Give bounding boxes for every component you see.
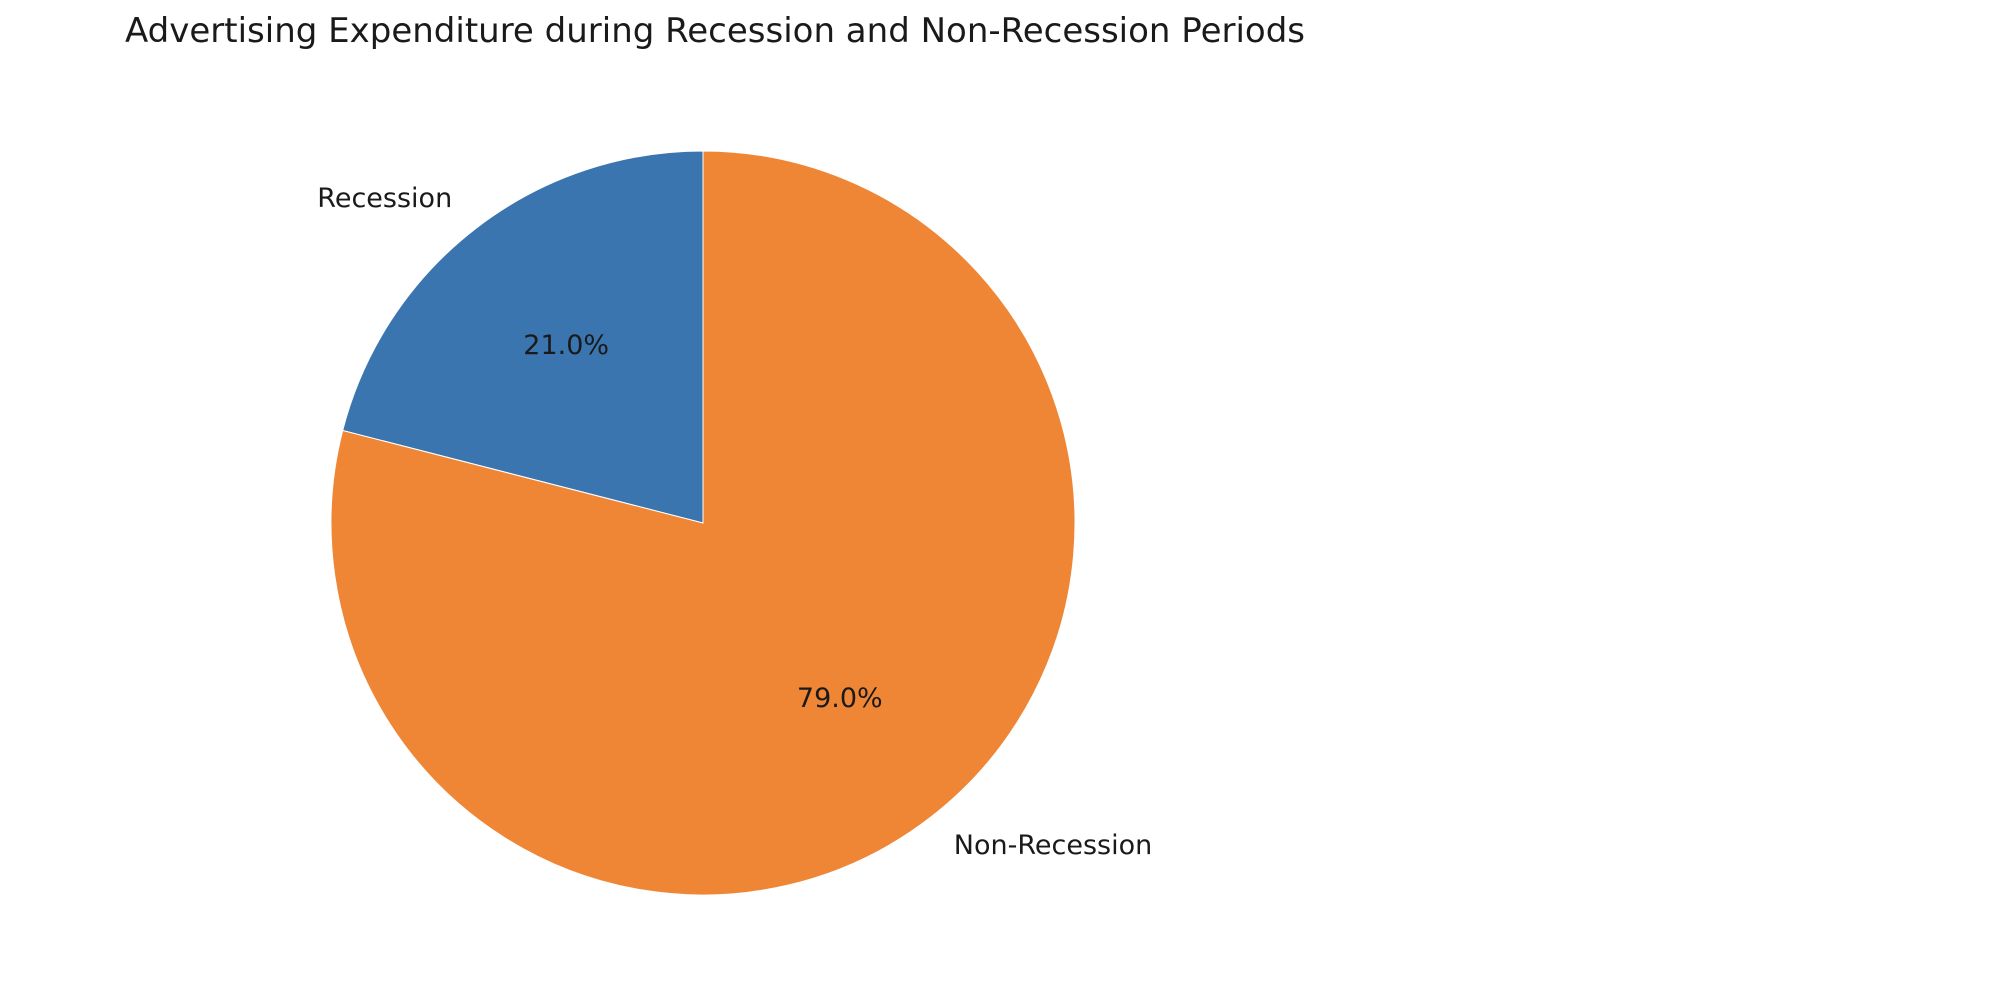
pie-slices xyxy=(330,150,1076,896)
slice-percent-recession: 21.0% xyxy=(523,330,609,361)
pie-slice-recession xyxy=(342,150,704,524)
pie-labels: Recession 21.0% Non-Recession 79.0% xyxy=(317,183,1152,861)
slice-label-recession: Recession xyxy=(317,183,452,214)
chart-title: Advertising Expenditure during Recession… xyxy=(125,11,1305,51)
slice-percent-non-recession: 79.0% xyxy=(797,683,883,714)
pie-slice-non-recession xyxy=(330,150,1076,896)
slice-label-non-recession: Non-Recession xyxy=(954,830,1152,861)
